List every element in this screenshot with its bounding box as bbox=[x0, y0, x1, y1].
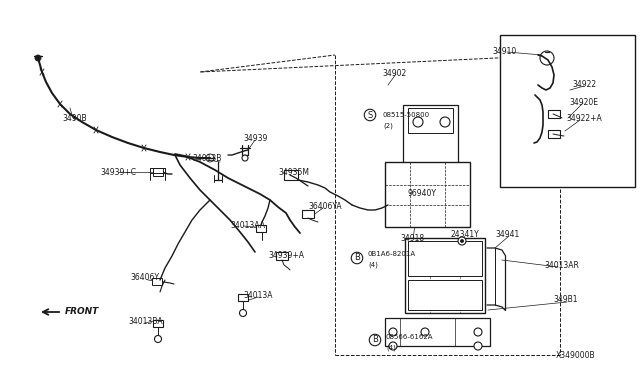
Text: B: B bbox=[354, 253, 360, 263]
Circle shape bbox=[413, 117, 423, 127]
Text: 96940Y: 96940Y bbox=[408, 189, 437, 198]
Text: 34013A: 34013A bbox=[243, 291, 273, 299]
Text: 0B1A6-8201A: 0B1A6-8201A bbox=[368, 251, 416, 257]
Text: 08515-50800: 08515-50800 bbox=[383, 112, 430, 118]
Text: 34939: 34939 bbox=[243, 134, 268, 142]
Bar bbox=[256, 225, 266, 232]
Text: 34941: 34941 bbox=[495, 230, 519, 238]
Circle shape bbox=[35, 55, 41, 61]
Bar bbox=[152, 278, 162, 285]
Text: 34922+A: 34922+A bbox=[566, 113, 602, 122]
Text: 36406YA: 36406YA bbox=[308, 202, 342, 211]
Text: S: S bbox=[367, 110, 372, 119]
Bar bbox=[408, 241, 482, 276]
Text: 34013B: 34013B bbox=[192, 154, 221, 163]
Text: 349B1: 349B1 bbox=[553, 295, 577, 305]
Text: 3490B: 3490B bbox=[62, 113, 86, 122]
Text: B: B bbox=[372, 336, 378, 344]
Text: (4): (4) bbox=[368, 262, 378, 268]
Circle shape bbox=[239, 310, 246, 317]
Text: 24341Y: 24341Y bbox=[451, 230, 480, 238]
Circle shape bbox=[242, 155, 248, 161]
Circle shape bbox=[458, 237, 466, 245]
Text: 34922: 34922 bbox=[572, 80, 596, 89]
Text: 34935M: 34935M bbox=[278, 167, 309, 176]
Text: (4): (4) bbox=[386, 345, 396, 351]
Bar bbox=[548, 110, 560, 118]
Bar bbox=[238, 294, 248, 301]
Text: 34920E: 34920E bbox=[569, 97, 598, 106]
Bar bbox=[403, 105, 458, 165]
Circle shape bbox=[389, 328, 397, 336]
Bar bbox=[302, 210, 314, 218]
Bar bbox=[153, 320, 163, 327]
Bar bbox=[385, 162, 470, 227]
Bar bbox=[276, 252, 288, 260]
Circle shape bbox=[440, 117, 450, 127]
Bar bbox=[153, 168, 163, 176]
Bar bbox=[500, 35, 635, 187]
Circle shape bbox=[540, 51, 554, 65]
Bar bbox=[385, 318, 490, 346]
Circle shape bbox=[474, 328, 482, 336]
Text: X349000B: X349000B bbox=[556, 350, 596, 359]
Text: 34013BA: 34013BA bbox=[128, 317, 163, 327]
Bar bbox=[408, 280, 482, 310]
Text: 34902: 34902 bbox=[382, 68, 406, 77]
Text: 34910: 34910 bbox=[492, 46, 516, 55]
Text: 36406Y: 36406Y bbox=[130, 273, 159, 282]
Bar bbox=[405, 238, 485, 313]
Circle shape bbox=[389, 342, 397, 350]
Text: 34939+C: 34939+C bbox=[100, 167, 136, 176]
Circle shape bbox=[154, 336, 161, 343]
Text: 34939+A: 34939+A bbox=[268, 250, 304, 260]
Circle shape bbox=[474, 342, 482, 350]
Circle shape bbox=[461, 240, 463, 243]
Circle shape bbox=[421, 328, 429, 336]
Bar bbox=[548, 130, 560, 138]
Text: 34013AA: 34013AA bbox=[230, 221, 265, 230]
Bar bbox=[408, 108, 453, 133]
Text: 34918: 34918 bbox=[400, 234, 424, 243]
Text: 34013AR: 34013AR bbox=[544, 260, 579, 269]
Text: 08566-6162A: 08566-6162A bbox=[386, 334, 433, 340]
Text: (2): (2) bbox=[383, 123, 393, 129]
Bar bbox=[284, 170, 298, 180]
Text: FRONT: FRONT bbox=[65, 308, 99, 317]
